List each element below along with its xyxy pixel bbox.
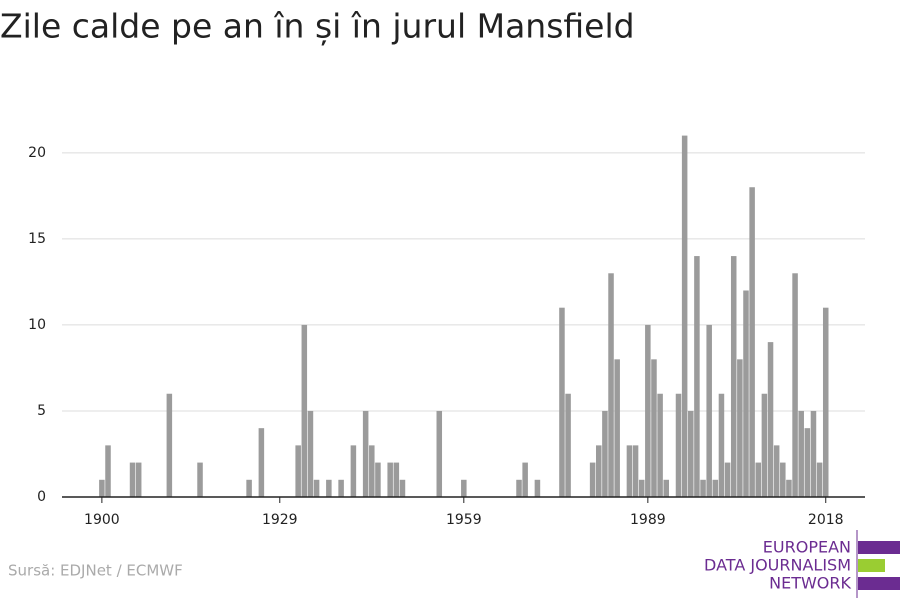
bar: [135, 462, 142, 497]
bar: [632, 445, 639, 497]
bar: [786, 479, 792, 497]
bar: [718, 393, 725, 497]
bar: [313, 479, 320, 497]
bar: [258, 428, 265, 497]
bar: [657, 393, 663, 497]
bar: [749, 187, 755, 498]
y-tick-label: 15: [28, 231, 46, 247]
bar: [712, 479, 719, 497]
bar: [798, 410, 804, 497]
bar: [375, 462, 381, 497]
bar: [393, 462, 400, 497]
bar: [626, 445, 633, 497]
y-tick-label: 5: [37, 403, 46, 419]
bar: [645, 324, 651, 497]
bar: [651, 359, 657, 497]
bar: [350, 445, 357, 497]
y-tick-label: 10: [28, 317, 46, 333]
bar: [307, 410, 314, 497]
bar: [792, 273, 798, 497]
bar: [596, 445, 602, 497]
bar: [338, 479, 344, 497]
bar: [602, 410, 608, 497]
bar: [129, 462, 136, 497]
bar: [362, 410, 369, 497]
bar: [780, 462, 786, 497]
logo-text: DATA JOURNALISM: [704, 556, 851, 575]
logo: EUROPEAN DATA JOURNALISM NETWORK: [704, 530, 900, 598]
bar: [461, 479, 467, 497]
y-tick-label: 0: [37, 489, 46, 505]
bar: [608, 273, 614, 497]
bar: [663, 479, 670, 497]
bar: [767, 342, 774, 497]
logo-bar: [858, 559, 885, 572]
bar: [675, 393, 682, 497]
bar: [688, 410, 694, 497]
bar: [694, 256, 700, 497]
x-tick-label: 1989: [630, 512, 666, 528]
x-tick-label: 1900: [84, 512, 120, 528]
bar: [436, 410, 443, 497]
bar: [105, 445, 111, 497]
bar: [755, 462, 762, 497]
source: Sursă: EDJNet / ECMWF: [8, 562, 183, 580]
bar: [197, 462, 203, 497]
bar: [773, 445, 780, 497]
logo-text: EUROPEAN: [763, 538, 851, 557]
bar: [810, 410, 817, 497]
bar: [326, 479, 332, 497]
bar: [369, 445, 375, 497]
chart-title: Zile calde pe an în și în jurul Mansfiel…: [0, 7, 635, 46]
y-tick-label: 20: [28, 145, 46, 161]
logo-bar: [858, 541, 900, 554]
logo-bar: [858, 577, 900, 590]
bar: [804, 428, 811, 497]
bar: [166, 393, 173, 497]
bar: [816, 462, 823, 497]
bar: [295, 445, 301, 497]
bar: [700, 479, 706, 497]
bar: [589, 462, 596, 497]
bar: [614, 359, 620, 497]
bar: [559, 307, 565, 497]
bar: [522, 462, 528, 497]
bar: [246, 479, 252, 497]
bar: [822, 307, 829, 497]
bar: [638, 479, 645, 497]
bar: [301, 324, 308, 497]
bar: [516, 479, 522, 497]
bar: [706, 324, 712, 497]
bar: [399, 479, 406, 497]
x-tick-label: 1929: [262, 512, 298, 528]
bar: [681, 135, 688, 497]
x-tick-label: 1959: [446, 512, 482, 528]
bar: [737, 359, 743, 497]
bar: [743, 290, 749, 497]
bar: [387, 462, 393, 497]
bar: [730, 256, 737, 497]
bar: [761, 393, 768, 497]
bar: [99, 479, 105, 497]
bar: [565, 393, 571, 497]
x-tick-label: 2018: [808, 512, 844, 528]
bar: [724, 462, 731, 497]
bar: [534, 479, 541, 497]
logo-text: NETWORK: [769, 574, 851, 593]
